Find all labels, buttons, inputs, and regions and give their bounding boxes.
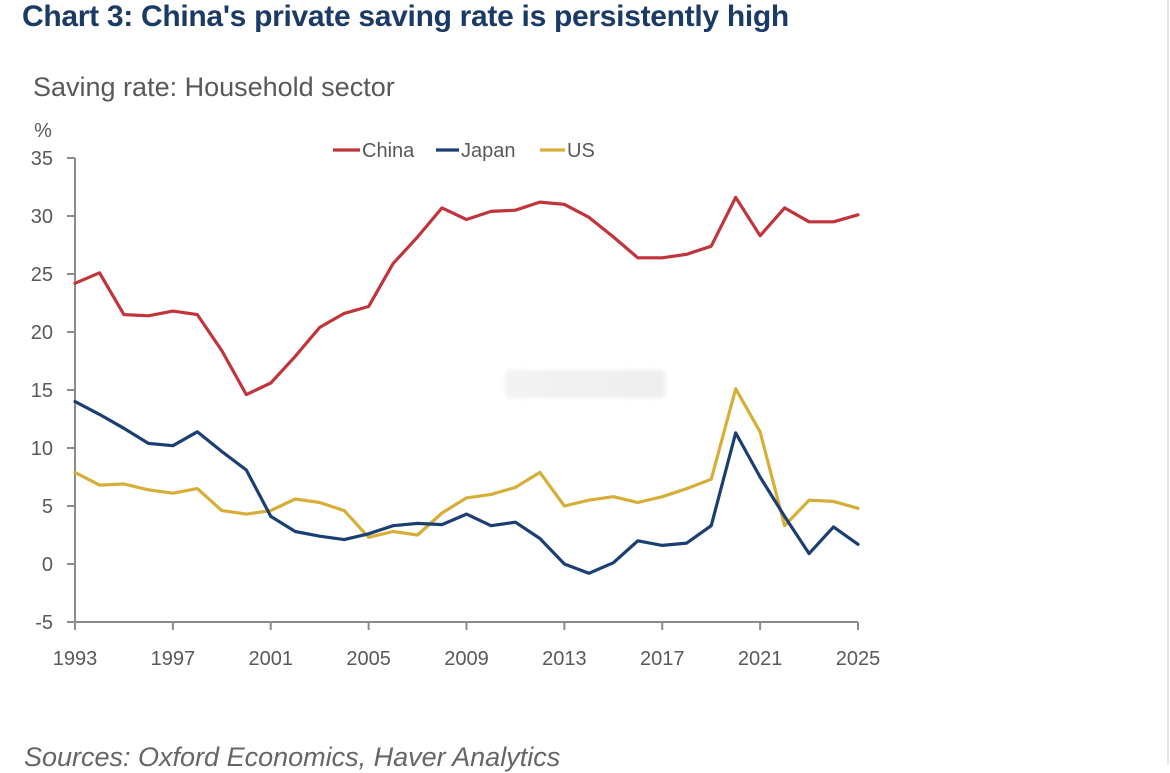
image-right-border [1167,0,1169,765]
y-tick-label: 25 [31,264,53,286]
y-tick-label: -5 [35,612,53,634]
legend-label: US [567,140,595,162]
x-tick-label: 2001 [249,648,294,670]
x-tick-label: 2025 [836,648,881,670]
y-tick-label: 15 [31,380,53,402]
series-line-japan [73,400,860,575]
y-tick-label: 20 [31,322,53,344]
y-axis-unit-label: % [34,120,52,142]
chart-title: Chart 3: China's private saving rate is … [22,0,789,33]
x-tick-label: 2009 [444,648,489,670]
y-tick-label: 5 [42,496,53,518]
x-tick-label: 2021 [738,648,783,670]
legend: China Japan US [333,140,595,162]
x-axis: 1993 1997 2001 2005 2009 2013 2017 2021 2025 [53,621,881,670]
y-tick-label: 35 [31,148,53,170]
series-lines [73,195,860,575]
y-tick-label: 10 [31,438,53,460]
x-tick-label: 2005 [346,648,391,670]
legend-item-china: China [333,140,415,162]
y-tick-label: 30 [31,206,53,228]
legend-item-japan: Japan [436,140,516,162]
x-tick-label: 2017 [640,648,685,670]
x-tick-label: 1997 [151,648,196,670]
legend-label: China [362,140,415,162]
series-line-us [73,387,860,539]
x-tick-label: 2013 [542,648,587,670]
x-tick-label: 1993 [53,648,98,670]
legend-label: Japan [461,140,516,162]
legend-item-us: US [540,140,595,162]
chart-source-note: Sources: Oxford Economics, Haver Analyti… [24,742,561,772]
series-line-china [73,195,860,397]
y-tick-label: 0 [42,554,53,576]
y-axis: 35 30 25 20 15 10 5 0 -5 [31,148,76,634]
watermark-overlay [505,370,665,398]
chart-subtitle: Saving rate: Household sector [33,72,395,102]
